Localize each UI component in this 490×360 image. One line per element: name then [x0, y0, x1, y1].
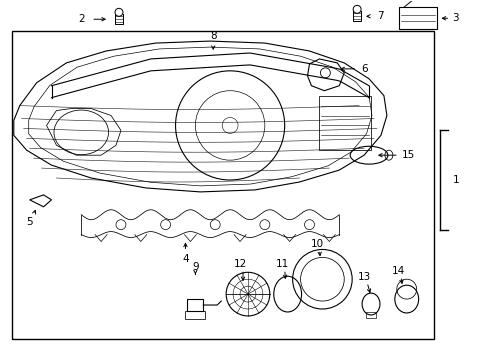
Text: 7: 7	[377, 11, 384, 21]
Bar	[185, 311, 205, 319]
Text: 10: 10	[311, 239, 324, 249]
Text: 13: 13	[357, 272, 371, 282]
Bar	[319, 96, 371, 150]
Text: 6: 6	[361, 64, 368, 74]
Text: 14: 14	[392, 266, 405, 276]
Text: 11: 11	[276, 259, 289, 269]
Bar	[366, 312, 376, 318]
Bar	[12, 31, 434, 339]
Text: 12: 12	[233, 259, 246, 269]
Text: 3: 3	[452, 13, 459, 23]
Text: 9: 9	[192, 262, 199, 272]
Bar	[188, 299, 203, 311]
Text: 2: 2	[78, 14, 85, 24]
Text: 5: 5	[26, 217, 33, 227]
Text: 15: 15	[402, 150, 415, 160]
Text: 8: 8	[210, 31, 217, 41]
Text: 1: 1	[452, 175, 459, 185]
Text: 4: 4	[182, 255, 189, 264]
Bar	[399, 7, 437, 29]
